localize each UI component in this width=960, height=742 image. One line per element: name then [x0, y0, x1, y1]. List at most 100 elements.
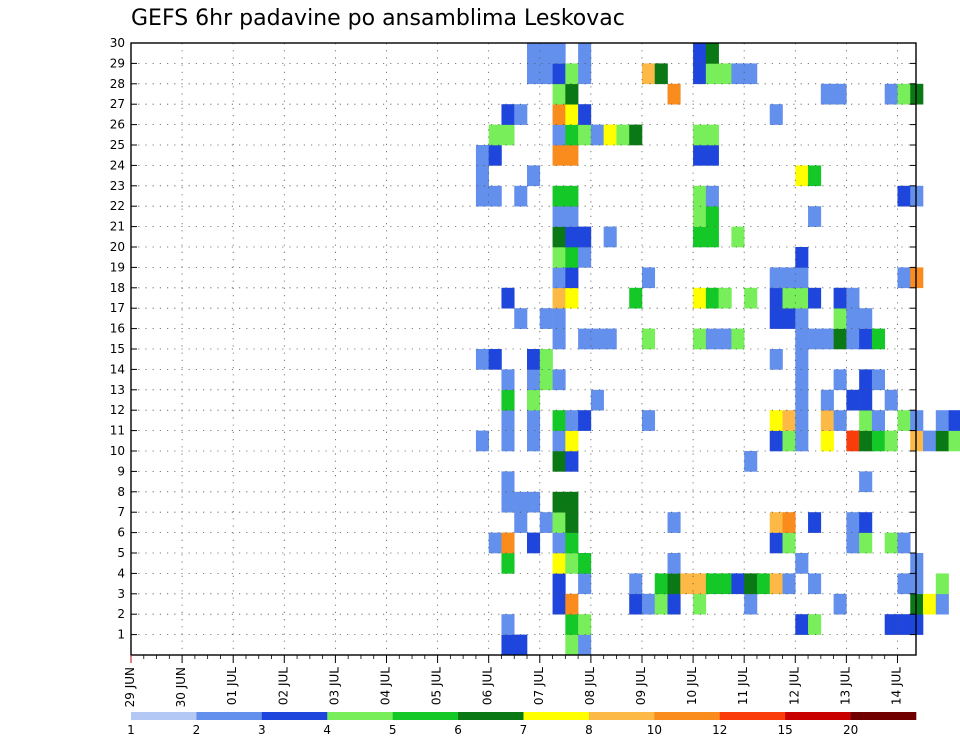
heat-cell [616, 124, 630, 146]
heat-cell [871, 369, 885, 391]
heat-cell [552, 430, 566, 452]
heat-cell [744, 593, 758, 615]
legend-swatch [196, 712, 263, 720]
heat-cell [552, 63, 566, 85]
x-tick-label: 10 JUL [685, 667, 699, 705]
heat-cell [552, 226, 566, 248]
legend-label: 7 [520, 723, 528, 737]
legend-label: 10 [647, 723, 662, 737]
heat-cell [846, 389, 860, 411]
x-tick-label: 05 JUL [430, 667, 444, 705]
heat-cell [590, 328, 617, 350]
heat-cell [705, 63, 732, 85]
heat-cell [935, 593, 949, 615]
legend-label: 15 [778, 723, 793, 737]
x-tick-label: 04 JUL [378, 667, 392, 705]
heat-cell [795, 308, 809, 329]
y-tick-label: 5 [117, 546, 125, 560]
heat-cell [629, 573, 643, 595]
heat-cell [527, 43, 566, 64]
heat-cell [705, 206, 719, 227]
legend-swatch [785, 712, 851, 720]
heat-cell [527, 349, 541, 370]
legend-swatch [719, 712, 786, 720]
heat-cell [475, 185, 502, 207]
heat-cell [539, 512, 553, 533]
heat-cell [565, 614, 579, 635]
heat-cell [475, 349, 489, 370]
heat-cell [769, 104, 783, 125]
legend-label: 1 [127, 723, 135, 737]
heat-cell [565, 430, 579, 452]
heat-cell [501, 104, 515, 125]
heat-cell [795, 267, 809, 289]
heat-cell [769, 267, 783, 289]
heat-cell [897, 573, 924, 595]
heat-cell [565, 124, 579, 146]
heat-cell [578, 614, 592, 635]
heat-cell [475, 430, 489, 452]
heat-cell [654, 573, 668, 595]
heat-cell [910, 185, 924, 207]
heat-cell [910, 267, 924, 289]
legend-swatch [850, 712, 917, 720]
legend-swatch [327, 712, 393, 720]
heat-cell [820, 328, 834, 350]
heat-cell [897, 83, 911, 105]
heat-cell [501, 491, 515, 513]
heat-cell [820, 83, 847, 105]
heat-cell [565, 226, 592, 248]
heat-cell [897, 532, 911, 554]
legend-label: 2 [193, 723, 201, 737]
heat-cell [527, 532, 541, 554]
legend-swatch [523, 712, 590, 720]
heat-cell [871, 328, 885, 350]
heat-cell [897, 185, 911, 207]
y-tick-label: 16 [110, 322, 125, 336]
heat-cell [769, 308, 783, 329]
heat-cell [693, 145, 719, 166]
legend: 1 2 3 4 5 6 7 8 10 12 15 20 [127, 712, 917, 737]
heat-cell [514, 512, 528, 533]
heat-cell [552, 369, 566, 391]
heat-cell [833, 369, 847, 391]
heat-cell [501, 430, 515, 452]
heat-cell [705, 287, 719, 309]
heat-cell [641, 267, 656, 289]
heat-cell [833, 308, 847, 329]
heat-cell [514, 104, 528, 125]
x-tick-label: 11 JUL [736, 667, 750, 705]
heat-cell [693, 593, 707, 615]
heat-cell [833, 593, 847, 615]
heat-cell [923, 593, 937, 615]
heat-cell [897, 267, 911, 289]
heat-cell [590, 389, 604, 411]
heat-cell [948, 410, 960, 431]
heat-cell [501, 634, 528, 656]
heat-cell [578, 410, 592, 431]
heat-cell [552, 247, 566, 268]
y-tick-label: 12 [110, 403, 125, 417]
heat-cell [769, 287, 783, 309]
heat-cell [641, 328, 656, 350]
heat-cell [629, 124, 643, 146]
heat-cell [769, 573, 783, 595]
y-tick-label: 11 [110, 424, 125, 438]
y-tick-label: 2 [117, 607, 125, 621]
heat-cell [501, 553, 515, 574]
heat-cell [578, 104, 592, 125]
heat-cell [693, 226, 719, 248]
y-tick-label: 17 [110, 301, 125, 315]
legend-label: 4 [323, 723, 331, 737]
heat-cell [859, 430, 873, 452]
heat-cell [565, 634, 579, 656]
heat-cell [539, 308, 553, 329]
heat-cell [718, 328, 732, 350]
heat-cell [935, 410, 949, 431]
legend-swatch [392, 712, 459, 720]
heat-cell [527, 410, 541, 431]
heat-cell [884, 430, 898, 452]
heat-cell [565, 451, 579, 472]
heat-cell [693, 43, 707, 64]
